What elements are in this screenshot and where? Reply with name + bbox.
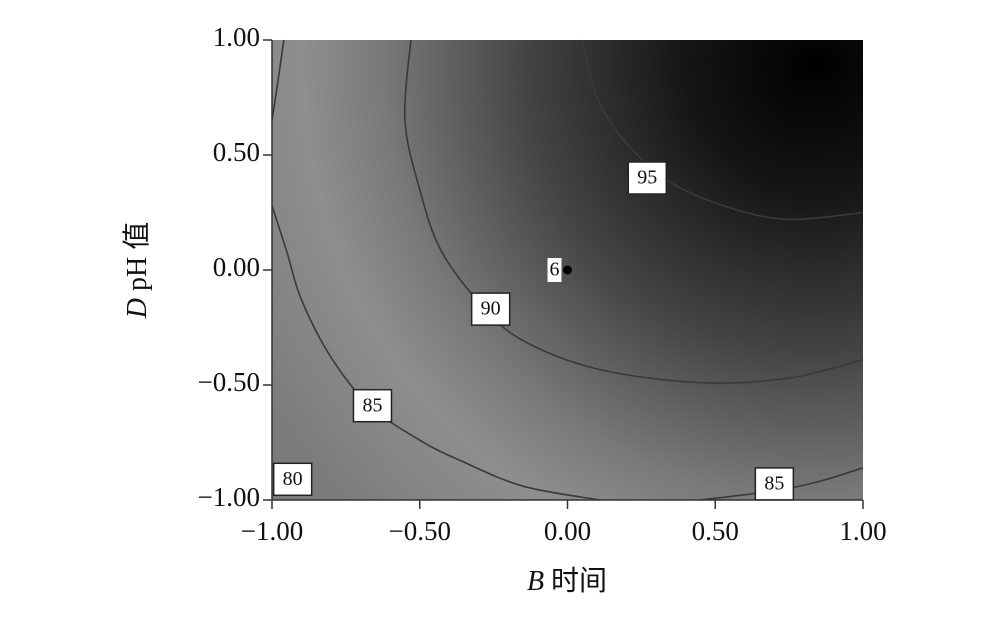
y-text: pH 值	[121, 222, 153, 291]
contour-label: 80	[283, 468, 303, 490]
contour-label: 85	[764, 472, 784, 494]
y-tick-label: 1.00	[213, 22, 260, 52]
x-axis-title: B 时间	[527, 565, 607, 597]
x-tick-label: 1.00	[839, 516, 886, 546]
x-var: B	[527, 566, 544, 597]
x-tick-label: −0.50	[389, 516, 451, 546]
design-point	[563, 265, 572, 275]
y-axis-title: D pH 值	[121, 222, 153, 319]
y-tick-label: −0.50	[198, 367, 260, 397]
point-label: 6	[550, 259, 560, 281]
y-var: D	[122, 298, 153, 319]
contour-line	[271, 39, 285, 121]
x-tick-label: −1.00	[241, 516, 303, 546]
contour-label: 95	[637, 167, 657, 189]
contour-label-box	[470, 292, 511, 326]
contour-line	[403, 39, 864, 384]
x-text: 时间	[551, 565, 607, 597]
y-tick-label: 0.50	[213, 137, 260, 167]
contour-label-box	[272, 462, 313, 497]
contour-label-box	[754, 467, 795, 501]
contour-label: 90	[481, 298, 501, 320]
contour-line	[581, 39, 864, 221]
contour-line	[700, 467, 864, 501]
contour-label-box	[627, 161, 668, 195]
x-tick-label: 0.00	[544, 516, 591, 546]
x-tick-label: 0.50	[692, 516, 739, 546]
y-tick-label: 0.00	[213, 252, 260, 282]
y-tick-label: −1.00	[198, 482, 260, 512]
contour-label: 85	[362, 394, 382, 416]
contour-label-box	[352, 388, 393, 423]
point-label-box	[547, 258, 562, 282]
